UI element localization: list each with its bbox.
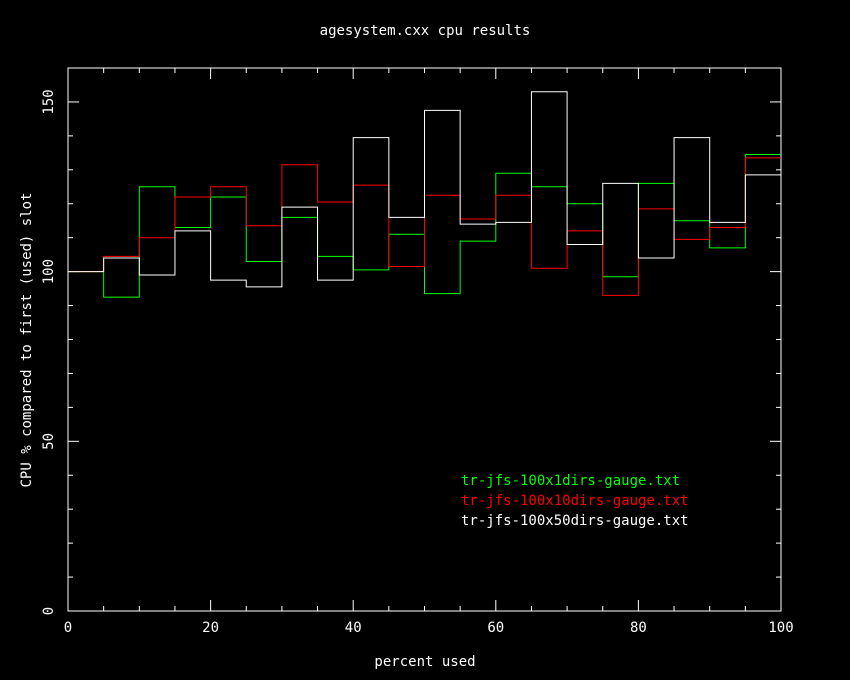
series-line-3 [68,91,781,288]
legend-entry-1: tr-jfs-100x1dirs-gauge.txt [461,473,680,489]
y-tick-label: 50 [41,433,57,450]
y-axis-label: CPU % compared to first (used) slot [19,192,35,487]
x-tick-label: 60 [487,620,504,636]
y-tick-label: 0 [41,607,57,615]
legend: tr-jfs-100x1dirs-gauge.txt tr-jfs-100x10d… [461,473,689,529]
x-tick-labels: 0 20 40 60 80 100 [64,620,794,636]
x-tick-label: 20 [202,620,219,636]
legend-entry-2: tr-jfs-100x10dirs-gauge.txt [461,493,689,509]
series-line-2 [68,157,781,296]
y-tick-labels: 0 50 100 150 [41,89,57,615]
series-lines [68,91,781,298]
axis-ticks [67,67,782,612]
x-tick-label: 80 [630,620,647,636]
y-tick-label: 150 [41,89,57,114]
x-axis-label: percent used [374,654,475,670]
legend-entry-3: tr-jfs-100x50dirs-gauge.txt [461,513,689,529]
x-tick-label: 40 [345,620,362,636]
x-tick-label: 0 [64,620,72,636]
y-tick-label: 100 [41,259,57,284]
chart-title: agesystem.cxx cpu results [320,23,531,39]
x-tick-label: 100 [768,620,793,636]
